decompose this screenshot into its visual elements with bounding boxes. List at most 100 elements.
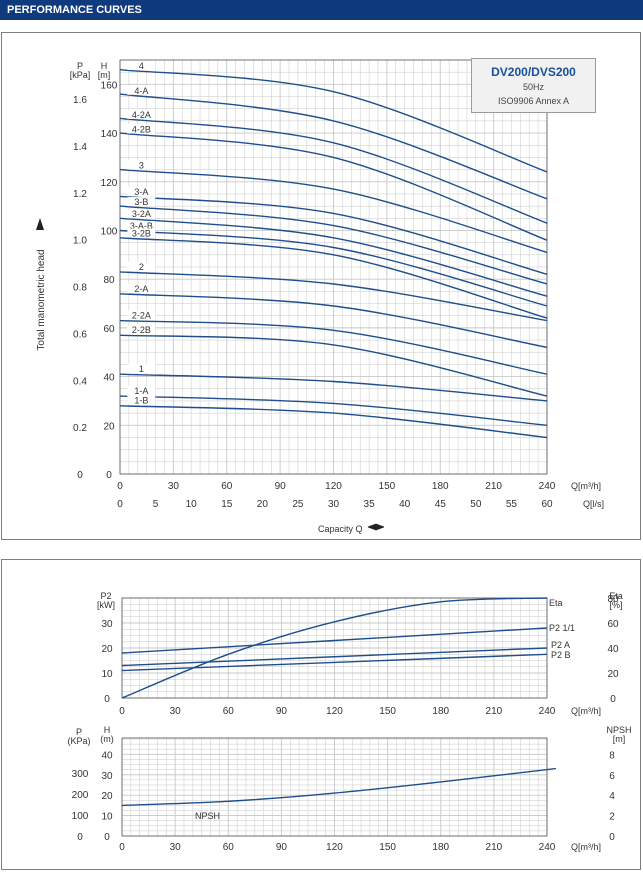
series-label: 2-A [134, 284, 148, 294]
x2-tick-label: 5 [153, 499, 159, 510]
h-axis-header: H [101, 61, 108, 71]
p-axis-unit: [kPa] [70, 70, 91, 80]
p2-tick-label: 20 [101, 644, 113, 655]
h-tick-label: 60 [103, 324, 115, 335]
y-axis-arrow-icon [36, 218, 44, 230]
p-tick-label: 0.2 [73, 423, 87, 434]
x-tick-label: 120 [326, 706, 343, 717]
x-tick-label: 120 [325, 481, 342, 492]
x-tick-label: 240 [539, 706, 556, 717]
head-curves-panel [1, 32, 641, 540]
series-label: 1 [139, 364, 144, 374]
power-curve [121, 647, 548, 667]
eta-tick-label: 0 [610, 694, 616, 705]
head-curve [119, 205, 548, 285]
x-tick-label: 0 [119, 706, 125, 717]
h-tick-label: 40 [101, 750, 113, 761]
series-label-bg [127, 363, 156, 373]
series-label-bg [127, 310, 156, 320]
x2-tick-label: 55 [506, 499, 518, 510]
power-curve [121, 627, 548, 654]
p-tick-label: 300 [72, 769, 89, 780]
series-label: P2 A [551, 640, 570, 650]
head-curve [119, 217, 548, 297]
head-curve [119, 319, 548, 375]
eta-tick-label: 40 [607, 644, 619, 655]
series-label: 4 [139, 61, 144, 71]
h-tick-label: 30 [101, 771, 113, 782]
head-curve [119, 168, 548, 254]
y-axis-label: Total manometric head [36, 249, 47, 350]
x-tick-label: 210 [486, 706, 503, 717]
h-tick-label: 80 [103, 275, 115, 286]
p2-tick-label: 0 [104, 694, 110, 705]
series-label-bg [127, 124, 156, 134]
head-curve [119, 334, 548, 397]
series-label: P2 B [551, 650, 571, 660]
x2-unit-label: Q[l/s] [583, 499, 604, 509]
p-tick-label: 0.8 [73, 283, 87, 294]
head-curve [119, 271, 548, 322]
section-title: PERFORMANCE CURVES [7, 4, 142, 16]
head-curve [119, 405, 548, 439]
head-curve [119, 373, 548, 402]
model-name: DV200/DVS200 [491, 65, 576, 79]
series-label-bg [127, 284, 156, 294]
h-tick-label: 10 [101, 812, 113, 823]
npsh-tick-label: 6 [609, 771, 615, 782]
p-tick-label: 0 [77, 470, 83, 481]
npsh-tick-label: 4 [609, 791, 615, 802]
x2-tick-label: 60 [541, 499, 553, 510]
head-curve [119, 93, 548, 200]
x-tick-label: 180 [432, 842, 449, 853]
x-tick-label: 0 [119, 842, 125, 853]
x2-tick-label: 10 [186, 499, 198, 510]
h-axis-unit: [m] [98, 70, 111, 80]
x-tick-label: 0 [117, 481, 123, 492]
power-npsh-panel [1, 559, 641, 870]
x2-tick-label: 30 [328, 499, 340, 510]
x2-tick-label: 25 [292, 499, 304, 510]
h-tick-label: 20 [103, 421, 115, 432]
x-axis-label: Capacity Q [318, 524, 363, 534]
head-curve [119, 229, 548, 307]
x-tick-label: 90 [276, 842, 288, 853]
series-label-bg [127, 109, 156, 119]
eta-tick-label: 20 [607, 669, 619, 680]
series-label: 3 [139, 161, 144, 171]
x-tick-label: 180 [432, 481, 449, 492]
series-label-bg [127, 60, 156, 70]
series-label: 4-2B [132, 124, 151, 134]
npsh-tick-label: 0 [609, 832, 615, 843]
eta-axis-header: Eta [609, 591, 623, 601]
head-curve [119, 195, 548, 275]
x2-tick-label: 0 [117, 499, 123, 510]
series-label: 2 [139, 262, 144, 272]
h-tick-label: 140 [101, 129, 118, 140]
p-tick-label: 200 [72, 790, 89, 801]
p2-tick-label: 10 [101, 669, 113, 680]
series-label: 3-A-B [130, 221, 153, 231]
h-axis-unit: (m) [100, 734, 114, 744]
p-axis-header: P [76, 727, 82, 737]
series-label-bg [127, 197, 156, 207]
standard-label: ISO9906 Annex A [497, 96, 570, 106]
model-title-box: DV200/DVS200 50Hz ISO9906 Annex A [471, 58, 596, 113]
h-tick-label: 0 [106, 470, 112, 481]
p-tick-label: 1.6 [73, 95, 87, 106]
series-label: NPSH [195, 811, 220, 821]
x-tick-label: 60 [221, 481, 233, 492]
h-tick-label: 160 [101, 80, 118, 91]
x-unit-label: Q[m³/h] [571, 842, 601, 852]
series-label-bg [127, 385, 156, 395]
p-tick-label: 1.4 [73, 142, 87, 153]
p-tick-label: 100 [72, 811, 89, 822]
series-label: Eta [549, 598, 563, 608]
x-unit-label: Q[m³/h] [571, 706, 601, 716]
x-tick-label: 120 [326, 842, 343, 853]
series-label: 4-2A [132, 110, 151, 120]
head-curve [119, 132, 548, 241]
x-tick-label: 60 [223, 842, 235, 853]
x-tick-label: 30 [170, 706, 182, 717]
